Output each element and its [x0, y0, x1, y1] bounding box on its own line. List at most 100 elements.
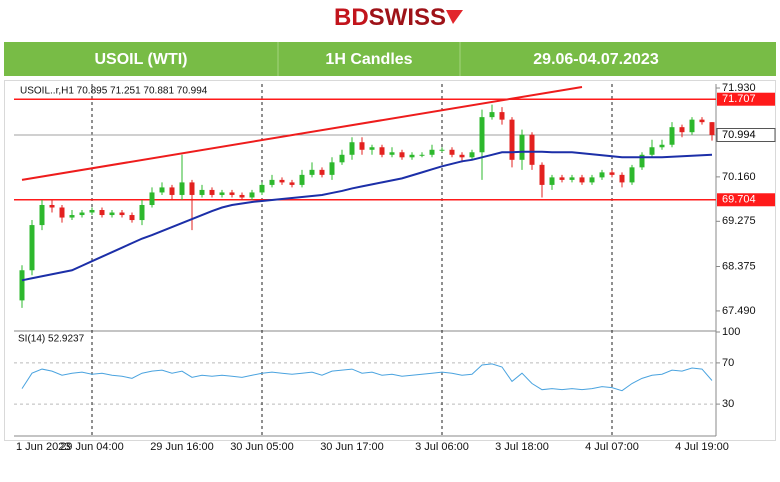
x-tick-label: 1 Jun 2023	[16, 441, 70, 453]
candle-body	[629, 167, 635, 183]
candle-body	[709, 122, 715, 136]
candle-body	[279, 179, 285, 183]
candle-body	[489, 112, 495, 118]
candle-body	[169, 187, 175, 195]
candle-body	[649, 147, 655, 155]
candle-body	[139, 204, 145, 221]
logo-mark	[446, 10, 463, 24]
candle-body	[299, 174, 305, 185]
level-tag-label: 69.704	[722, 194, 756, 206]
candle-body	[29, 225, 35, 271]
candle-body	[479, 117, 485, 153]
candle-body	[79, 212, 85, 216]
candle-body	[239, 194, 245, 198]
candle-body	[319, 169, 325, 175]
trend-line	[21, 86, 583, 181]
x-tick-label: 30 Jun 17:00	[320, 441, 384, 453]
candle-body	[49, 204, 55, 208]
candle-body	[89, 210, 95, 213]
x-tick-label: 3 Jul 06:00	[415, 441, 469, 453]
candle-body	[619, 174, 625, 183]
last-price-tag	[716, 128, 776, 143]
level-tag	[717, 193, 775, 207]
candle-body	[339, 154, 345, 163]
candle-body	[439, 149, 445, 151]
candle-body	[259, 184, 265, 193]
candle-body	[199, 189, 205, 195]
candle-body	[459, 154, 465, 158]
candle-body	[509, 119, 515, 160]
rsi-line	[21, 363, 713, 392]
candle-body	[469, 152, 475, 158]
x-tick-label: 4 Jul 19:00	[675, 441, 729, 453]
candle-body	[19, 270, 25, 301]
candle-body	[679, 127, 685, 133]
x-tick-label: 30 Jun 05:00	[230, 441, 294, 453]
candle-body	[699, 119, 705, 123]
candle-body	[409, 154, 415, 158]
y-tick-label: 68.375	[722, 260, 756, 272]
candle-body	[599, 172, 605, 178]
candle-body	[289, 182, 295, 185]
candle-body	[159, 187, 165, 193]
candle-body	[639, 154, 645, 168]
candle-body	[39, 204, 45, 226]
y-tick-label: 70.160	[722, 171, 756, 183]
candle-body	[579, 177, 585, 183]
y-tick-label: 71.930	[722, 82, 756, 94]
candle-body	[229, 192, 235, 195]
candle-body	[589, 177, 595, 183]
rsi-tick-label: 70	[722, 357, 734, 369]
candle-body	[569, 177, 575, 180]
candle-body	[419, 154, 425, 156]
candle-body	[109, 212, 115, 216]
y-tick-label: 69.275	[722, 215, 756, 227]
candle-body	[389, 152, 395, 155]
logo: BDSWISS	[334, 4, 446, 31]
candle-body	[529, 134, 535, 165]
x-tick-label: 29 Jun 04:00	[60, 441, 124, 453]
header-instrument: USOIL (WTI)	[94, 51, 187, 68]
info-line: USOIL..r,H1 70.895 71.251 70.881 70.994	[20, 86, 208, 97]
candle-body	[369, 147, 375, 150]
candle-body	[59, 207, 65, 218]
candle-body	[399, 152, 405, 158]
rsi-label: SI(14) 52.9237	[18, 334, 85, 345]
candle-body	[179, 182, 185, 195]
candle-body	[359, 142, 365, 150]
candle-body	[349, 142, 355, 155]
header-bar	[4, 42, 776, 76]
last-price-label: 70.994	[722, 129, 756, 141]
candle-body	[449, 149, 455, 155]
candle-body	[549, 177, 555, 185]
logo-right: SWISS	[369, 4, 446, 31]
candle-body	[69, 215, 75, 218]
candle-body	[329, 162, 335, 175]
candle-body	[189, 182, 195, 195]
candle-body	[519, 134, 525, 160]
candle-body	[119, 212, 125, 216]
candle-body	[539, 164, 545, 185]
candle-body	[99, 210, 105, 216]
x-tick-label: 4 Jul 07:00	[585, 441, 639, 453]
rsi-tick-label: 100	[722, 326, 740, 338]
logo-left: BD	[334, 4, 369, 31]
level-tag	[717, 92, 775, 106]
candle-body	[559, 177, 565, 180]
candle-body	[129, 215, 135, 221]
candle-body	[659, 144, 665, 148]
candle-body	[429, 149, 435, 155]
x-tick-label: 29 Jun 16:00	[150, 441, 214, 453]
candle-body	[669, 127, 675, 145]
chart-frame	[4, 80, 776, 441]
candle-body	[269, 179, 275, 185]
candle-body	[249, 192, 255, 198]
level-tag-label: 71.707	[722, 93, 756, 105]
candle-body	[689, 119, 695, 133]
candle-body	[209, 189, 215, 195]
y-tick-label: 67.490	[722, 305, 756, 317]
candle-body	[149, 192, 155, 205]
moving-average	[21, 150, 713, 282]
